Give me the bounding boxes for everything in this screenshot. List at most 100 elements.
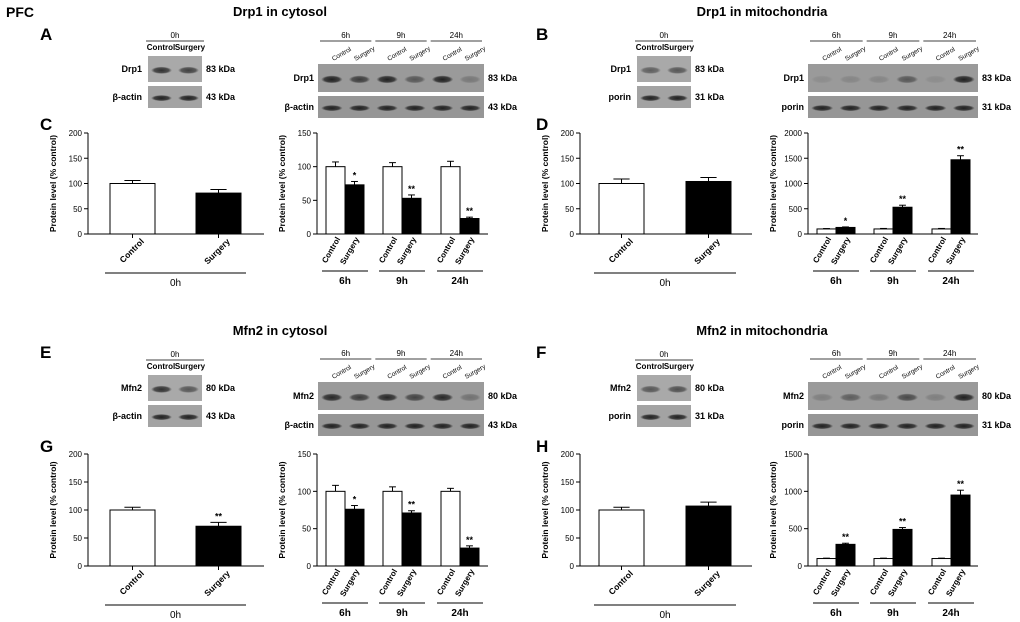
- blot-band: [404, 75, 426, 84]
- y-tick-label: 150: [69, 478, 83, 487]
- blot-band: [459, 105, 481, 112]
- blot-band: [177, 66, 200, 74]
- target-protein-label: Drp1: [783, 73, 804, 83]
- group-label: 24h: [451, 608, 468, 619]
- blot-band: [666, 414, 689, 421]
- y-tick-label: 500: [789, 205, 803, 214]
- bar: [401, 512, 422, 567]
- target-protein-label: Mfn2: [293, 391, 314, 401]
- lane-label-control: Control: [386, 364, 408, 381]
- y-axis-label: Protein level (% control): [48, 461, 58, 558]
- lane-label-surgery: Surgery: [464, 45, 488, 63]
- significance-mark: *: [353, 495, 357, 505]
- blot-band: [867, 423, 890, 430]
- y-tick-label: 150: [561, 154, 575, 163]
- group-label: 6h: [339, 276, 351, 287]
- y-tick-label: 0: [798, 230, 803, 239]
- category-label: Surgery: [944, 235, 967, 266]
- blot-band: [666, 385, 689, 393]
- reference-protein-label: porin: [782, 420, 805, 430]
- reference-kda-label: 31 kDa: [982, 420, 1012, 430]
- blot-band: [896, 393, 919, 402]
- lane-label-surgery: Surgery: [664, 43, 695, 52]
- reference-blot-strip: [318, 96, 484, 118]
- y-tick-label: 0: [798, 562, 803, 571]
- y-tick-label: 100: [69, 506, 83, 515]
- reference-blot-strip: [637, 405, 691, 427]
- y-tick-label: 1500: [784, 450, 802, 459]
- blot-band: [867, 393, 890, 402]
- target-protein-label: Drp1: [610, 64, 631, 74]
- blot-band: [952, 423, 975, 430]
- blot-time-label: 24h: [450, 31, 463, 40]
- blot-time-label: 6h: [341, 31, 350, 40]
- reference-blot-strip: [808, 96, 978, 118]
- panel-letter: H: [536, 437, 548, 456]
- group-label: 0h: [659, 610, 670, 621]
- blot-time-label: 0h: [660, 31, 669, 40]
- bar: [892, 206, 913, 235]
- lane-label-control: Control: [636, 362, 664, 371]
- category-label: Surgery: [202, 236, 232, 266]
- blot-band: [924, 105, 947, 112]
- reference-blot-strip: [148, 86, 202, 108]
- y-tick-label: 50: [302, 525, 311, 534]
- blot-band: [177, 385, 200, 393]
- bar: [195, 192, 242, 235]
- target-protein-label: Mfn2: [783, 391, 804, 401]
- category-label: Control: [606, 236, 634, 264]
- y-tick-label: 150: [69, 154, 83, 163]
- bar: [892, 528, 913, 567]
- significance-mark: **: [899, 194, 907, 204]
- category-label: Surgery: [395, 567, 418, 598]
- y-tick-label: 50: [73, 534, 82, 543]
- bar: [344, 184, 365, 235]
- significance-mark: **: [957, 479, 965, 489]
- target-blot-strip: [318, 64, 484, 92]
- bar: [440, 166, 461, 235]
- blot-band: [177, 95, 200, 102]
- reference-protein-label: β-actin: [113, 411, 143, 421]
- target-blot-strip: [637, 56, 691, 82]
- small-blot-panel: 0h Control Surgery Mfn2 porin 80 kDa 31 kDa: [609, 350, 725, 427]
- lane-label-surgery: Surgery: [901, 363, 925, 381]
- lane-label-surgery: Surgery: [844, 45, 868, 63]
- blot-band: [896, 423, 919, 430]
- blot-band: [348, 423, 371, 430]
- chart-grouped: 0 500 1000 1500 2000 Protein level (% control…: [768, 129, 978, 287]
- blot-band: [150, 66, 173, 74]
- reference-kda-label: 31 kDa: [695, 92, 725, 102]
- blot-band: [666, 66, 689, 74]
- y-tick-label: 50: [565, 205, 574, 214]
- y-tick-label: 0: [570, 562, 575, 571]
- lane-label-control: Control: [331, 364, 353, 381]
- target-blot-strip: [637, 375, 691, 401]
- category-label: Surgery: [453, 567, 476, 598]
- bar: [931, 558, 952, 567]
- y-axis-label: Protein level (% control): [540, 461, 550, 558]
- target-protein-label: Mfn2: [610, 383, 631, 393]
- reference-protein-label: porin: [609, 92, 632, 102]
- blot-band: [348, 393, 371, 402]
- bar: [685, 505, 732, 567]
- bar: [109, 183, 156, 235]
- blot-background: [637, 86, 691, 108]
- bar: [109, 509, 156, 567]
- blot-time-label: 24h: [943, 31, 956, 40]
- lane-label-surgery: Surgery: [408, 363, 432, 381]
- blot-band: [924, 393, 947, 402]
- category-label: Control: [117, 236, 145, 264]
- blot-background: [148, 86, 202, 108]
- blot-background: [148, 405, 202, 427]
- bar: [459, 547, 480, 567]
- lane-label-control: Control: [442, 46, 464, 63]
- group-label: 9h: [396, 276, 408, 287]
- bar: [816, 558, 837, 567]
- panel-letter: E: [40, 343, 51, 362]
- blot-band: [459, 393, 481, 402]
- lane-label-control: Control: [636, 43, 664, 52]
- y-tick-label: 0: [570, 230, 575, 239]
